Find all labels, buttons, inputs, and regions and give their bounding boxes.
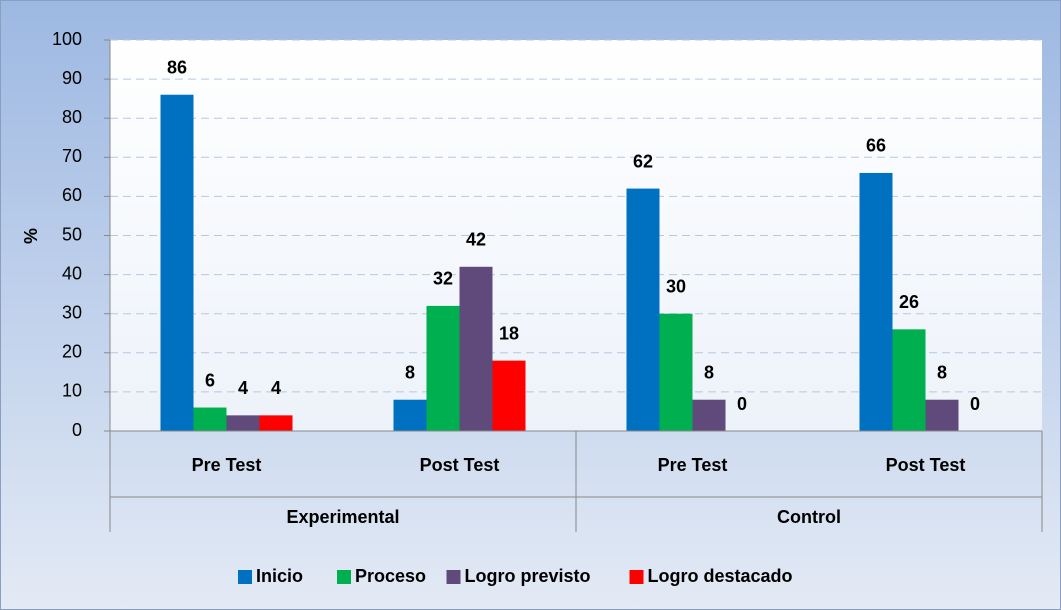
bar: [459, 266, 493, 431]
bar: [193, 407, 227, 431]
y-tick-label: 40: [62, 263, 82, 283]
legend-swatch: [337, 570, 351, 584]
data-label: 32: [433, 269, 453, 289]
data-label: 8: [405, 362, 415, 382]
data-label: 4: [238, 378, 248, 398]
bar: [626, 188, 660, 431]
legend-swatch: [446, 570, 461, 584]
bar: [892, 329, 926, 431]
group-label: Control: [777, 507, 841, 527]
data-label: 8: [937, 362, 947, 382]
bar: [226, 415, 260, 431]
y-tick-label: 0: [72, 420, 82, 440]
y-tick-label: 10: [62, 381, 82, 401]
bar: [659, 313, 693, 431]
data-label: 8: [704, 362, 714, 382]
bar: [259, 415, 293, 431]
legend-swatch: [238, 570, 252, 584]
data-label: 30: [666, 276, 686, 296]
bar: [859, 172, 893, 431]
bar: [393, 399, 427, 431]
bar: [426, 305, 460, 431]
y-tick-label: 70: [62, 146, 82, 166]
y-tick-label: 20: [62, 342, 82, 362]
y-tick-label: 60: [62, 185, 82, 205]
bar: [692, 399, 726, 431]
bar: [492, 360, 526, 431]
legend-label: Logro previsto: [465, 566, 591, 586]
legend-swatch: [629, 570, 644, 584]
legend-label: Proceso: [355, 566, 426, 586]
y-tick-label: 80: [62, 107, 82, 127]
y-axis-label: %: [21, 228, 41, 244]
group-label: Experimental: [286, 507, 399, 527]
data-label: 66: [866, 136, 886, 156]
data-label: 0: [737, 394, 747, 414]
y-tick-label: 100: [52, 29, 82, 49]
x-tick-label: Pre Test: [192, 455, 262, 475]
legend-label: Inicio: [256, 566, 303, 586]
y-tick-label: 30: [62, 302, 82, 322]
bar: [160, 94, 194, 432]
data-label: 26: [899, 292, 919, 312]
data-label: 86: [167, 57, 187, 77]
x-tick-label: Pre Test: [658, 455, 728, 475]
legend-label: Logro destacado: [648, 566, 793, 586]
bar: [925, 399, 959, 431]
data-label: 0: [970, 394, 980, 414]
x-tick-label: Post Test: [886, 455, 966, 475]
x-tick-label: Post Test: [420, 455, 500, 475]
y-tick-label: 50: [62, 224, 82, 244]
data-label: 4: [271, 378, 281, 398]
data-label: 6: [205, 370, 215, 390]
data-label: 62: [633, 151, 653, 171]
y-tick-label: 90: [62, 68, 82, 88]
data-label: 42: [466, 230, 486, 250]
data-label: 18: [499, 323, 519, 343]
